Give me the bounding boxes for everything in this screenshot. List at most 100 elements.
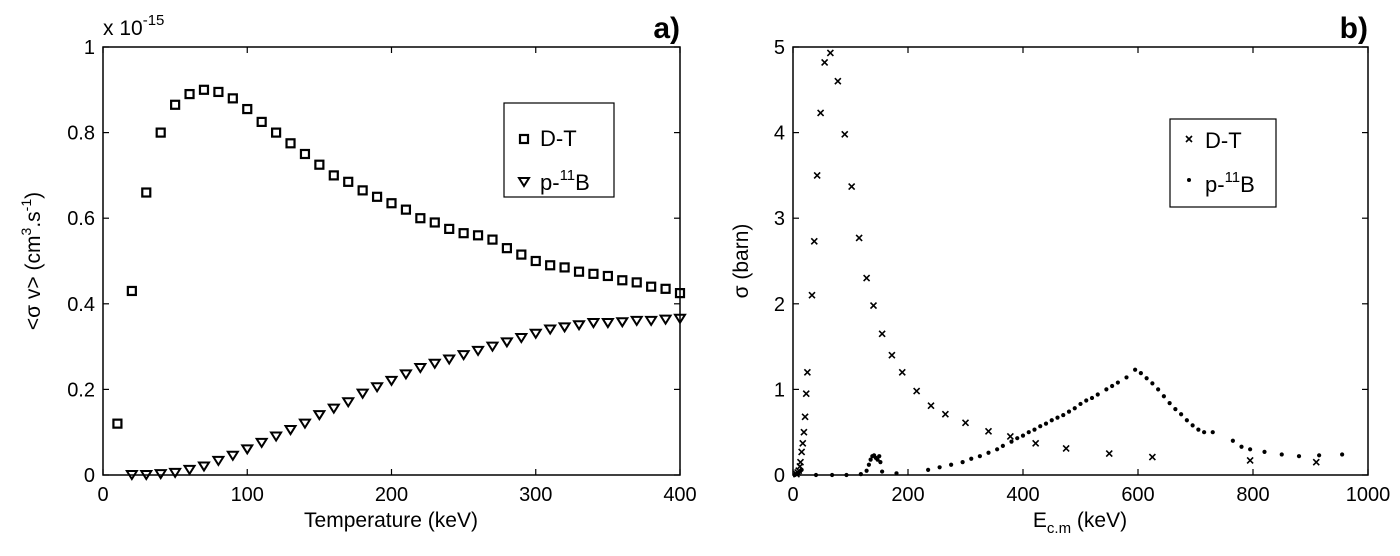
- data-point-x: [1006, 432, 1014, 441]
- data-point-x: [796, 458, 805, 466]
- data-point-square: [400, 204, 412, 215]
- data-point-square: [371, 191, 383, 202]
- data-point-triangle-down: [269, 431, 283, 443]
- data-point-dot: [875, 457, 880, 462]
- data-point-x: [863, 274, 871, 282]
- data-point-triangle-down: [557, 322, 572, 334]
- data-point-square: [343, 176, 354, 187]
- y-tick-label: 5: [774, 37, 785, 59]
- data-point-square: [530, 255, 541, 267]
- data-point-triangle-down: [240, 444, 255, 456]
- data-point-triangle-down: [168, 467, 182, 479]
- x-tick-label: 1000: [1346, 484, 1391, 506]
- data-point-triangle-down: [658, 314, 673, 326]
- data-point-triangle-down: [370, 382, 384, 394]
- data-point-dot: [1020, 433, 1026, 438]
- data-point-triangle-down: [226, 450, 240, 462]
- x-tick-label: 400: [1006, 484, 1039, 506]
- data-point-dot: [969, 456, 974, 461]
- data-point-square: [112, 418, 123, 429]
- data-point-dot: [1038, 424, 1043, 429]
- x-tick-label: 600: [1121, 484, 1154, 506]
- data-point-dot: [977, 454, 982, 459]
- data-point-square: [501, 243, 512, 254]
- data-point-x: [798, 448, 806, 456]
- data-point-square: [386, 198, 397, 209]
- x-tick-label: 200: [375, 484, 408, 506]
- data-point-square: [155, 127, 166, 138]
- data-point-square: [429, 217, 440, 228]
- data-point-x: [803, 368, 811, 376]
- data-point-dot: [894, 471, 899, 476]
- data-point-x: [808, 291, 816, 299]
- y-axis-label-a: <σ v> (cm3.s-1): [18, 192, 45, 330]
- data-point-triangle-down: [456, 350, 471, 362]
- data-point-dot: [799, 467, 804, 472]
- x-tick-label: 0: [97, 484, 108, 506]
- data-point-x: [1062, 444, 1070, 453]
- data-point-triangle-down: [312, 410, 327, 421]
- x-tick-label: 800: [1236, 484, 1269, 506]
- data-point-square: [227, 93, 238, 104]
- data-point-x: [984, 427, 993, 435]
- y-tick-label: 1: [774, 379, 785, 401]
- panel-label-b: b): [1340, 12, 1368, 45]
- data-point-dot: [1144, 376, 1149, 381]
- y-tick-label: 3: [774, 208, 785, 230]
- data-point-dot: [1084, 398, 1089, 403]
- data-point-dot: [949, 462, 954, 467]
- data-point-dot: [1184, 418, 1189, 423]
- y-tick-label: 0: [774, 465, 785, 487]
- y-multiplier: x 10-15: [103, 12, 164, 40]
- y-tick-label: 0.4: [67, 294, 95, 316]
- data-point-square: [299, 148, 311, 160]
- data-point-square: [458, 228, 469, 239]
- data-point-dot: [1026, 430, 1031, 435]
- data-point-x: [913, 387, 921, 395]
- data-point-dot: [1296, 454, 1302, 459]
- data-point-dot: [1066, 409, 1072, 414]
- data-point-square: [141, 187, 152, 198]
- data-point-dot: [1161, 394, 1166, 399]
- data-point-dot: [1173, 406, 1178, 412]
- data-point-square: [170, 99, 181, 110]
- data-point-x: [848, 182, 856, 191]
- data-point-x: [841, 130, 849, 138]
- data-point-dot: [986, 450, 991, 455]
- y-tick-label: 0.6: [67, 208, 95, 230]
- data-point-x: [802, 390, 810, 398]
- data-point-triangle-down: [644, 315, 658, 327]
- data-point-triangle-down: [485, 341, 500, 353]
- y-tick-label: 0.2: [67, 379, 95, 401]
- data-point-square: [487, 234, 498, 245]
- data-point-x: [878, 330, 886, 338]
- data-point-dot: [1000, 443, 1005, 448]
- data-point-triangle-down: [139, 470, 154, 481]
- data-point-triangle-down: [153, 469, 168, 481]
- data-point-triangle-down: [283, 425, 298, 436]
- data-point-x: [1148, 453, 1156, 461]
- data-point-triangle-down: [384, 375, 399, 387]
- data-point-x: [810, 237, 818, 245]
- panel-b: 0 200 400 600 800 1000 0 1 2 3 4 5 b) Ec.m (keV) σ …: [730, 12, 1390, 537]
- data-point-dot: [1262, 449, 1267, 454]
- data-point-square: [444, 223, 455, 234]
- data-point-triangle-down: [629, 315, 644, 327]
- data-point-triangle-down: [500, 337, 514, 349]
- legend-label-pb: p-11B: [540, 167, 590, 195]
- legend-label-pb-b: p-11B: [1205, 169, 1255, 197]
- data-point-dot: [878, 460, 883, 465]
- data-point-x: [1246, 456, 1254, 465]
- data-point-square: [213, 86, 224, 98]
- panel-label-a: a): [653, 12, 680, 45]
- legend-marker-x: [1185, 135, 1193, 143]
- data-point-triangle-down: [442, 354, 457, 366]
- data-point-dot: [1095, 392, 1100, 397]
- data-point-square: [198, 84, 210, 95]
- data-point-triangle-down: [298, 418, 312, 430]
- data-point-triangle-down: [341, 397, 356, 409]
- data-point-square: [573, 266, 585, 277]
- data-point-triangle-down: [615, 317, 630, 329]
- y-axis-label-b: σ (barn): [730, 224, 753, 299]
